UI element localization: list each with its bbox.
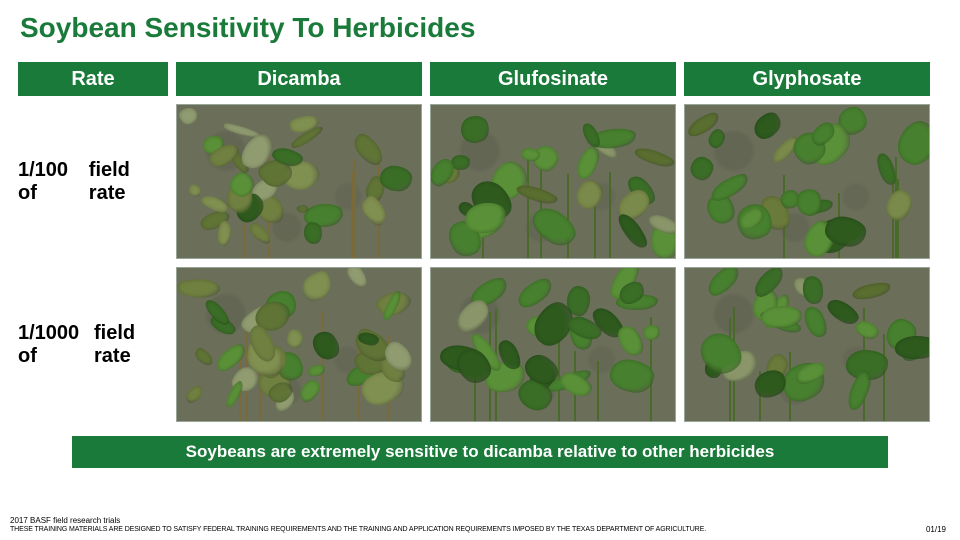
row-label-1-1000: 1/1000 offield rate — [18, 267, 168, 422]
plant-image-glufosinate-1-100 — [430, 104, 676, 259]
plant-image-glufosinate-1-1000 — [430, 267, 676, 422]
col-header-dicamba: Dicamba — [176, 62, 422, 96]
comparison-grid: Rate Dicamba Glufosinate Glyphosate 1/10… — [0, 44, 960, 422]
col-header-glyphosate: Glyphosate — [684, 62, 930, 96]
col-header-rate: Rate — [18, 62, 168, 96]
plant-image-dicamba-1-100 — [176, 104, 422, 259]
page-number: 01/19 — [926, 525, 946, 534]
col-header-glufosinate: Glufosinate — [430, 62, 676, 96]
row-label-1-100: 1/100 offield rate — [18, 104, 168, 259]
plant-image-dicamba-1-1000 — [176, 267, 422, 422]
footer-line2: THESE TRAINING MATERIALS ARE DESIGNED TO… — [10, 526, 950, 534]
caption-bar: Soybeans are extremely sensitive to dica… — [72, 436, 888, 468]
footer: 2017 BASF field research trials THESE TR… — [10, 516, 950, 534]
footer-line1: 2017 BASF field research trials — [10, 516, 950, 526]
plant-image-glyphosate-1-100 — [684, 104, 930, 259]
plant-image-glyphosate-1-1000 — [684, 267, 930, 422]
page-title: Soybean Sensitivity To Herbicides — [0, 0, 960, 44]
